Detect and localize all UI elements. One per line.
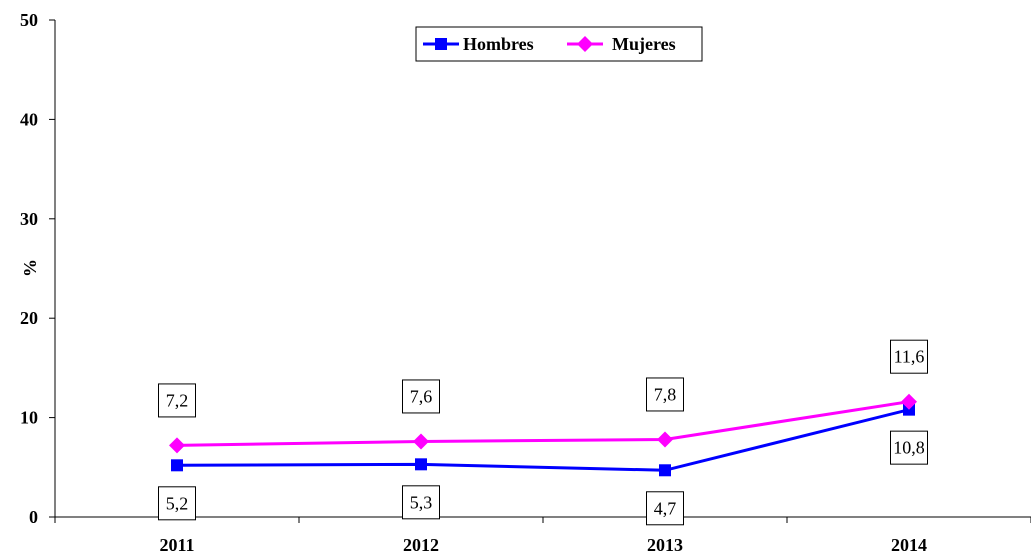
- data-label-box: [158, 383, 196, 418]
- legend-label: Hombres: [463, 34, 534, 54]
- legend-item-hombres: Hombres: [423, 34, 534, 54]
- data-label-box: [158, 486, 196, 521]
- data-point-mujeres: [657, 431, 673, 448]
- y-tick-label: 40: [20, 109, 38, 129]
- data-label-mujeres: 11,6: [890, 339, 928, 374]
- data-label-text: 7,2: [166, 390, 189, 410]
- legend-box: [415, 26, 703, 62]
- x-tick-label: 2012: [403, 535, 439, 555]
- x-tick-label: 2011: [159, 535, 194, 555]
- data-label-mujeres: 7,8: [646, 377, 684, 412]
- legend-label: Mujeres: [612, 34, 676, 54]
- x-tick-label: 2014: [891, 535, 927, 555]
- series-line-hombres: [176, 408, 910, 472]
- data-point-mujeres: [169, 437, 185, 454]
- data-label-text: 10,8: [893, 438, 925, 458]
- data-label-hombres: 5,3: [402, 485, 440, 520]
- data-label-mujeres: 7,2: [158, 383, 196, 418]
- x-axis-ticks: 2011 2012 2013 2014: [54, 517, 1031, 555]
- y-axis-ticks: 0 10 20 30 40 50: [20, 10, 55, 527]
- legend-marker: [577, 36, 593, 52]
- legend-item-mujeres: Mujeres: [567, 34, 676, 54]
- series-line-mujeres: [176, 400, 910, 447]
- data-point-hombres: [171, 459, 183, 472]
- data-label-mujeres: 7,6: [402, 379, 440, 414]
- data-label-text: 7,8: [654, 384, 677, 404]
- data-label-text: 7,6: [410, 386, 433, 406]
- y-tick-label: 50: [20, 10, 38, 30]
- data-labels: 5,2 5,3 4,7 10,8 7,2 7,6 7,8 11,6: [158, 339, 928, 526]
- y-tick-label: 20: [20, 308, 38, 328]
- data-label-box: [646, 377, 684, 412]
- data-label-box: [890, 339, 928, 374]
- legend-marker: [435, 38, 447, 50]
- y-axis-title: %: [20, 259, 40, 277]
- data-point-mujeres: [413, 433, 429, 450]
- data-label-box: [402, 379, 440, 414]
- data-label-hombres: 4,7: [646, 491, 684, 526]
- data-point-hombres: [415, 458, 427, 471]
- y-tick-label: 30: [20, 209, 38, 229]
- x-tick-label: 2013: [647, 535, 683, 555]
- data-label-hombres: 10,8: [890, 430, 928, 465]
- data-label-box: [890, 430, 928, 465]
- data-label-text: 4,7: [654, 498, 677, 518]
- data-label-box: [646, 491, 684, 526]
- data-label-hombres: 5,2: [158, 486, 196, 521]
- data-label-box: [402, 485, 440, 520]
- y-tick-label: 0: [29, 507, 38, 527]
- y-tick-label: 10: [20, 408, 38, 428]
- data-label-text: 11,6: [894, 347, 925, 367]
- legend: Hombres Mujeres: [415, 26, 703, 62]
- data-point-mujeres: [901, 393, 917, 410]
- data-label-text: 5,2: [166, 493, 189, 513]
- series-layer: [169, 393, 917, 477]
- data-point-hombres: [659, 464, 671, 477]
- data-label-text: 5,3: [410, 492, 433, 512]
